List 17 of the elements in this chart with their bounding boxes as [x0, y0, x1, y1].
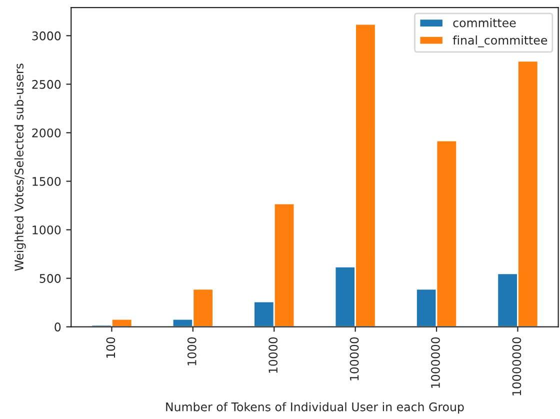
- y-tick-label: 500: [40, 274, 61, 283]
- y-tick-label: 1000: [32, 226, 61, 234]
- x-tick-label: 100000: [350, 337, 359, 380]
- y-tick-label: 1500: [32, 176, 61, 186]
- x-tick-label: 1000000: [431, 337, 440, 388]
- y-tick-label: 2000: [32, 128, 61, 138]
- x-tick-label: 10000000: [512, 337, 522, 396]
- legend-label: committee: [453, 18, 516, 28]
- legend-label: final_committee: [452, 35, 548, 48]
- y-tick-label: 0: [54, 322, 61, 332]
- y-tick-label: 3000: [32, 31, 61, 40]
- y-tick-label: 2500: [32, 80, 61, 89]
- x-tick-label: 1000: [187, 337, 196, 366]
- x-tick-label: 10000: [268, 337, 278, 373]
- x-tick-label: 100: [106, 337, 116, 358]
- y-axis-title: Weighted Votes/Selected sub-users: [14, 64, 26, 271]
- x-axis-title: Number of Tokens of Individual User in each Group: [166, 402, 464, 414]
